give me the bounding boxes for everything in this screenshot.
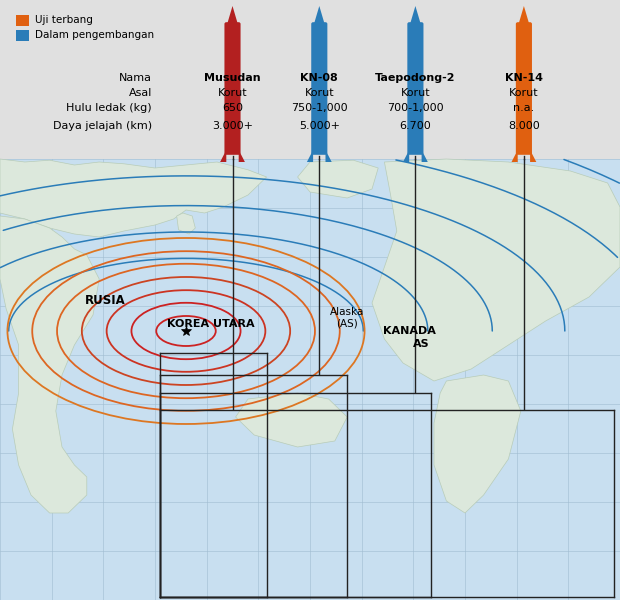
Polygon shape	[307, 150, 313, 162]
Polygon shape	[298, 160, 378, 198]
Text: RUSIA: RUSIA	[85, 293, 126, 307]
Polygon shape	[313, 6, 326, 27]
Polygon shape	[372, 159, 620, 381]
Polygon shape	[403, 150, 409, 162]
Text: Alaska
(AS): Alaska (AS)	[330, 307, 365, 329]
Text: KANADA: KANADA	[383, 326, 436, 336]
FancyBboxPatch shape	[407, 22, 423, 155]
Text: 5.000+: 5.000+	[299, 121, 340, 131]
Text: Hulu ledak (kg): Hulu ledak (kg)	[66, 103, 152, 113]
Polygon shape	[177, 213, 195, 234]
Bar	[16, 15, 29, 26]
Text: 650: 650	[222, 103, 243, 113]
Text: 3.000+: 3.000+	[212, 121, 253, 131]
Polygon shape	[236, 393, 347, 447]
Polygon shape	[326, 150, 332, 162]
Text: Taepodong-2: Taepodong-2	[375, 73, 456, 83]
Polygon shape	[0, 159, 267, 237]
Text: Korut: Korut	[304, 88, 334, 98]
Bar	[0, 0, 620, 159]
Bar	[0, 159, 620, 600]
Text: Korut: Korut	[509, 88, 539, 98]
Text: n.a.: n.a.	[513, 103, 534, 113]
Polygon shape	[434, 375, 521, 513]
Bar	[16, 30, 29, 41]
Polygon shape	[409, 6, 422, 27]
Polygon shape	[226, 6, 239, 27]
Polygon shape	[0, 216, 99, 513]
Text: Nama: Nama	[119, 73, 152, 83]
Text: Daya jelajah (km): Daya jelajah (km)	[53, 121, 152, 131]
FancyBboxPatch shape	[311, 22, 327, 155]
Text: Asal: Asal	[128, 88, 152, 98]
Text: Uji terbang: Uji terbang	[35, 16, 93, 25]
Text: 750-1,000: 750-1,000	[291, 103, 348, 113]
Polygon shape	[220, 150, 226, 162]
Polygon shape	[530, 150, 536, 162]
Text: Korut: Korut	[218, 88, 247, 98]
Text: 6.700: 6.700	[399, 121, 432, 131]
Text: AS: AS	[414, 339, 430, 349]
FancyBboxPatch shape	[516, 22, 532, 155]
FancyBboxPatch shape	[224, 22, 241, 155]
Text: Dalam pengembangan: Dalam pengembangan	[35, 31, 154, 40]
Text: KN-08: KN-08	[301, 73, 338, 83]
Text: 700-1,000: 700-1,000	[387, 103, 444, 113]
Polygon shape	[239, 150, 245, 162]
Text: Korut: Korut	[401, 88, 430, 98]
Text: 8.000: 8.000	[508, 121, 540, 131]
Polygon shape	[518, 6, 530, 27]
Text: Musudan: Musudan	[204, 73, 261, 83]
Polygon shape	[512, 150, 518, 162]
Polygon shape	[422, 150, 428, 162]
Text: KN-14: KN-14	[505, 73, 543, 83]
Text: KOREA UTARA: KOREA UTARA	[167, 319, 255, 329]
